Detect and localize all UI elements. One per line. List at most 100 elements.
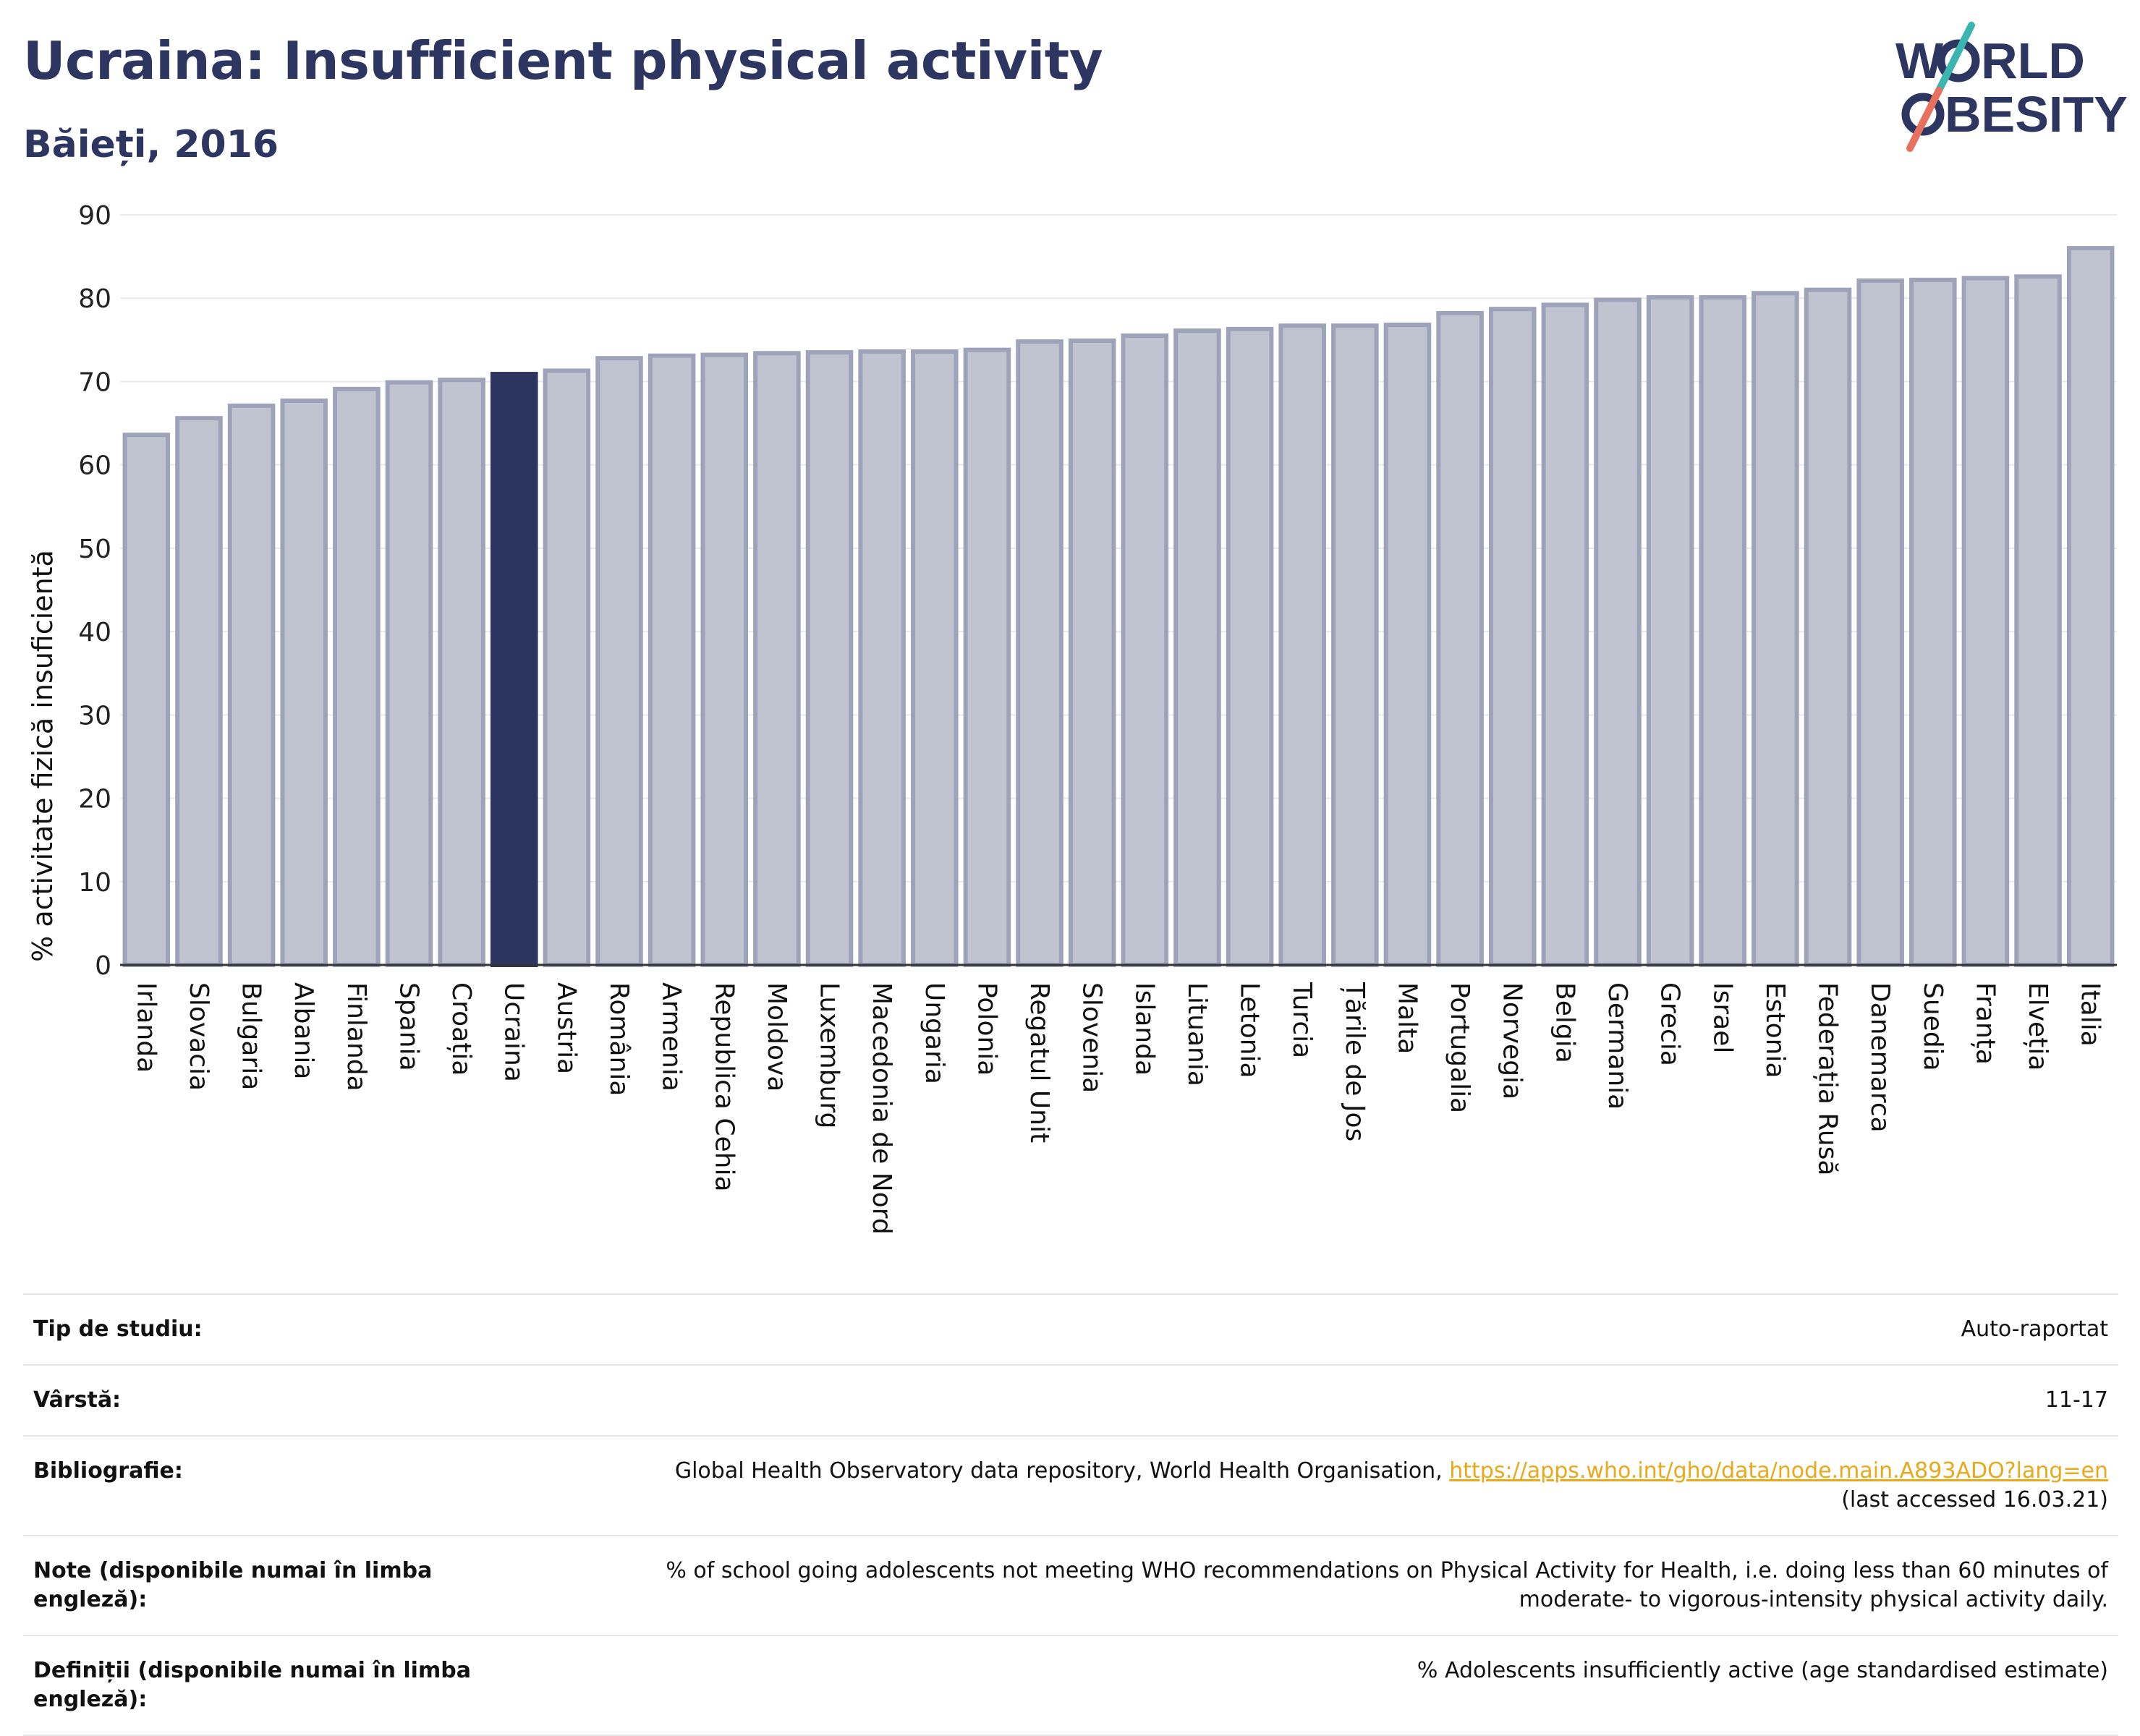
x-tick-label: Republica Cehia xyxy=(709,982,739,1192)
bar-Italia xyxy=(2066,246,2115,968)
bar-Belgia xyxy=(1541,302,1589,967)
bar-Federația Rusă xyxy=(1804,287,1852,967)
bar-Germania xyxy=(1594,297,1642,967)
bar-Norvegia xyxy=(1488,307,1537,967)
y-tick-label: 30 xyxy=(78,701,111,731)
bar-Țările de Jos xyxy=(1331,323,1379,967)
y-tick-label: 50 xyxy=(78,535,111,564)
bar-Macedonia de Nord xyxy=(858,349,906,968)
x-tick-label: România xyxy=(604,982,634,1096)
bar-Ungaria xyxy=(911,349,959,968)
x-tick-label: Țările de Jos xyxy=(1340,982,1370,1141)
info-row-definitions: Definiții (disponibile numai în limba en… xyxy=(23,1635,2118,1736)
bar-Portugalia xyxy=(1436,310,1484,967)
info-value: Auto-raportat xyxy=(550,1293,2118,1365)
x-tick-label: Ucraina xyxy=(499,982,529,1082)
last-accessed: (last accessed 16.03.21) xyxy=(1841,1487,2108,1512)
y-axis-ticks: 0 10 20 30 40 50 60 70 80 90 xyxy=(78,201,111,981)
x-tick-label: Bulgaria xyxy=(237,982,266,1090)
x-tick-label: Suedia xyxy=(1918,982,1948,1071)
x-tick-label: Letonia xyxy=(1235,982,1265,1078)
x-tick-label: Macedonia de Nord xyxy=(867,982,896,1235)
info-label: Definiții (disponibile numai în limba en… xyxy=(23,1635,550,1736)
x-tick-label: Italia xyxy=(2076,982,2105,1047)
y-tick-label: 10 xyxy=(78,868,111,898)
y-axis-label: % activitate fizică insuficientă xyxy=(27,550,59,962)
info-label: Bibliografie: xyxy=(23,1435,550,1536)
bar-Luxemburg xyxy=(805,350,854,968)
x-tick-label: Polonia xyxy=(972,982,1001,1076)
x-tick-label: Lituania xyxy=(1182,982,1212,1086)
source-link[interactable]: https://apps.who.int/gho/data/node.main.… xyxy=(1449,1458,2108,1484)
bar-Armenia xyxy=(647,353,696,967)
chart-title: Ucraina: Insufficient physical activity xyxy=(23,30,1103,91)
x-tick-label: Federația Rusă xyxy=(1813,982,1843,1175)
x-tick-label: Slovenia xyxy=(1077,982,1107,1093)
x-axis-labels: Irlanda Slovacia Bulgaria Albania Finlanda Sp… xyxy=(131,982,2105,1235)
x-tick-label: Portugalia xyxy=(1445,982,1474,1113)
bars xyxy=(122,246,2115,968)
info-value: Global Health Observatory data repositor… xyxy=(550,1435,2118,1536)
bar-Slovacia xyxy=(175,416,223,967)
bar-Irlanda xyxy=(122,433,171,967)
bar-Israel xyxy=(1699,295,1747,967)
x-tick-label: Turcia xyxy=(1287,982,1317,1058)
x-tick-label: Estonia xyxy=(1760,982,1790,1078)
bar-chart: 0 10 20 30 40 50 60 70 80 90 Irlanda Slovacia Bulga… xyxy=(27,201,2117,1235)
y-tick-label: 0 xyxy=(95,951,111,981)
x-tick-label: Belgia xyxy=(1550,982,1579,1063)
bar-Islanda xyxy=(1121,333,1169,968)
info-row-bibliography: Bibliografie: Global Health Observatory … xyxy=(23,1435,2118,1536)
bar-România xyxy=(595,356,643,967)
x-tick-label: Franța xyxy=(1970,982,2000,1065)
bar-Spania xyxy=(385,380,433,967)
info-value: % of school going adolescents not meetin… xyxy=(550,1535,2118,1635)
bar-Letonia xyxy=(1226,326,1274,967)
x-tick-label: Grecia xyxy=(1655,982,1685,1066)
bar-Ucraina xyxy=(490,372,538,967)
info-value: % Adolescents insufficiently active (age… xyxy=(550,1635,2118,1736)
info-row-notes: Note (disponibile numai în limba engleză… xyxy=(23,1535,2118,1635)
bar-Regatul Unit xyxy=(1016,339,1063,968)
bar-Suedia xyxy=(1909,277,1957,967)
info-table: Tip de studiu: Auto-raportat Vârstă: 11-… xyxy=(23,1293,2118,1736)
bar-Estonia xyxy=(1752,291,1799,967)
bar-Croația xyxy=(438,378,485,967)
bar-Albania xyxy=(280,398,328,967)
x-tick-label: Moldova xyxy=(762,982,791,1092)
bar-Danemarca xyxy=(1856,278,1904,967)
y-tick-label: 80 xyxy=(78,284,111,314)
x-tick-label: Austria xyxy=(551,982,581,1074)
bar-Republica Cehia xyxy=(700,352,749,968)
x-tick-label: Spania xyxy=(394,982,423,1071)
x-tick-label: Regatul Unit xyxy=(1024,982,1054,1143)
bar-Elveția xyxy=(2014,274,2062,967)
bar-Bulgaria xyxy=(227,403,276,967)
info-label: Note (disponibile numai în limba engleză… xyxy=(23,1535,550,1635)
x-tick-label: Norvegia xyxy=(1498,982,1527,1099)
x-tick-label: Islanda xyxy=(1129,982,1159,1076)
y-tick-label: 40 xyxy=(78,618,111,647)
x-tick-label: Slovacia xyxy=(184,982,213,1091)
world-obesity-logo: W RLD BESITY xyxy=(1895,22,2127,152)
bar-Finlanda xyxy=(333,386,381,967)
info-row-study-type: Tip de studiu: Auto-raportat xyxy=(23,1293,2118,1365)
bar-Austria xyxy=(543,368,591,967)
x-tick-label: Malta xyxy=(1392,982,1422,1054)
x-tick-label: Finlanda xyxy=(341,982,371,1092)
y-tick-label: 90 xyxy=(78,201,111,231)
bar-Turcia xyxy=(1278,323,1326,967)
bar-Malta xyxy=(1383,323,1432,967)
info-label: Tip de studiu: xyxy=(23,1293,550,1365)
bar-Lituania xyxy=(1173,328,1221,967)
info-label: Vârstă: xyxy=(23,1364,550,1436)
x-tick-label: Danemarca xyxy=(1865,982,1895,1133)
x-tick-label: Luxemburg xyxy=(815,982,844,1128)
x-tick-label: Albania xyxy=(289,982,318,1079)
x-tick-label: Germania xyxy=(1602,982,1632,1110)
chart-subtitle: Băieți, 2016 xyxy=(23,123,279,166)
bar-Franța xyxy=(1961,276,2010,967)
y-tick-label: 20 xyxy=(78,785,111,814)
y-tick-label: 60 xyxy=(78,451,111,481)
